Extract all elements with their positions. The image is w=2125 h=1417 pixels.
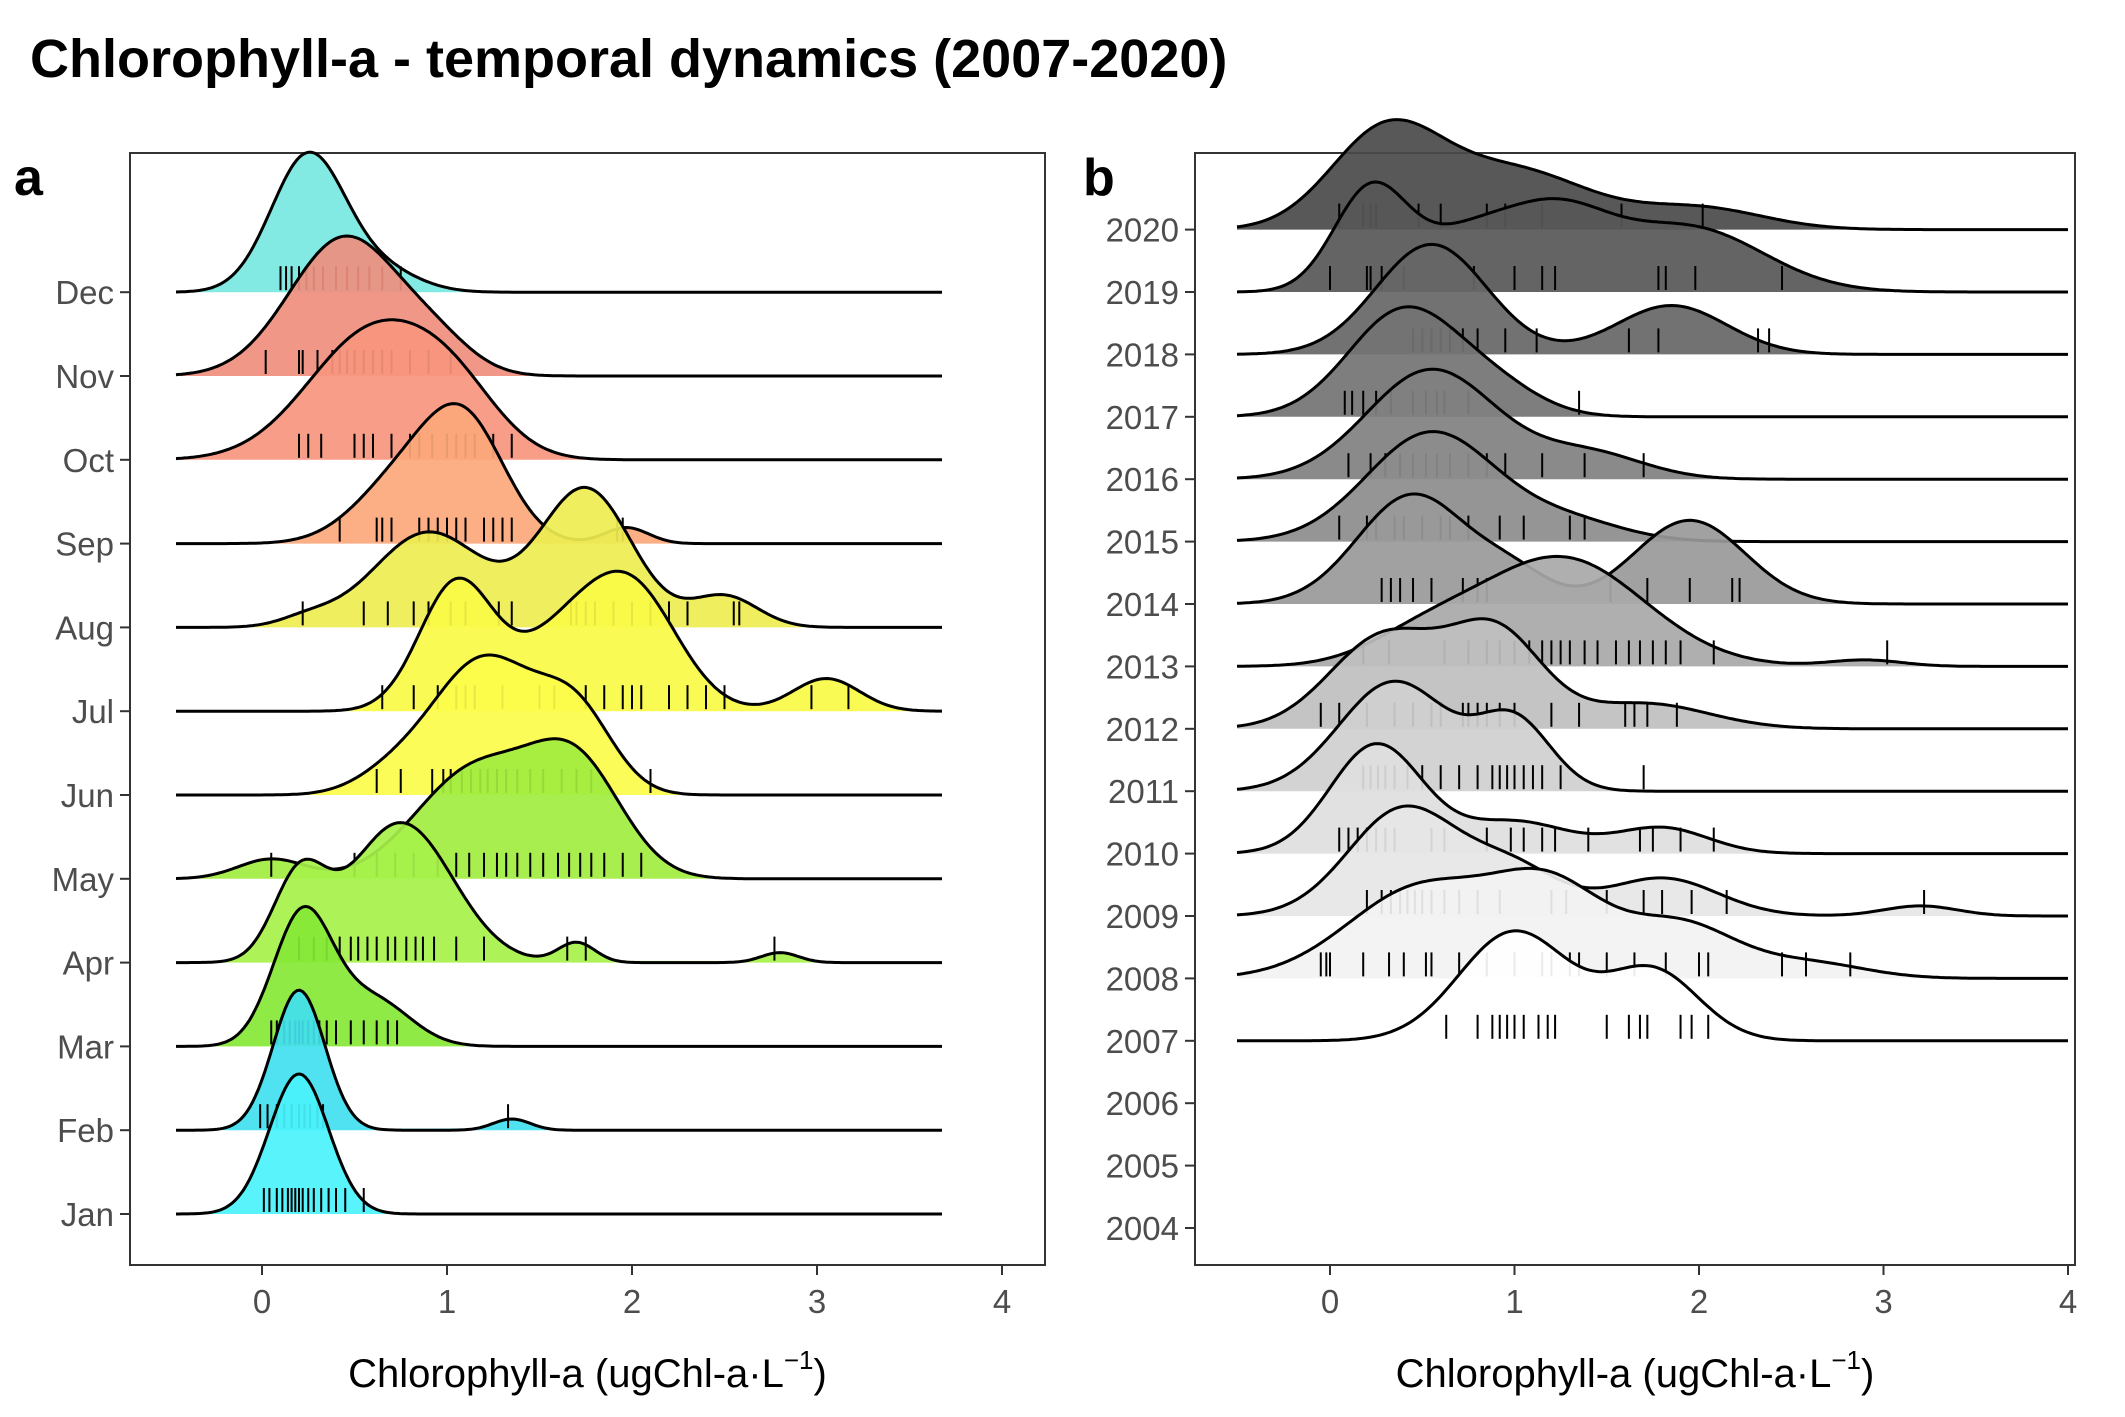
y-tick-label: Dec	[55, 274, 114, 311]
y-tick-label: Oct	[63, 442, 114, 479]
panel-tag: a	[14, 149, 44, 207]
plot-frame	[1194, 152, 2076, 1266]
ridge-line	[176, 988, 942, 1132]
x-tick-label: 2	[623, 1283, 641, 1320]
ridge-line	[1236, 180, 2068, 294]
ridge-line	[1236, 430, 2068, 544]
x-tick-label: 2	[1690, 1283, 1708, 1320]
ridge-fill	[1237, 431, 1701, 542]
y-tick-label: Jul	[72, 693, 114, 730]
y-tick-label: 2011	[1108, 773, 1179, 810]
y-tick-label: 2013	[1106, 648, 1179, 685]
ridge-fill	[1237, 681, 1621, 792]
x-tick-label: 0	[253, 1283, 271, 1320]
y-tick-label: 2004	[1106, 1210, 1179, 1247]
ridge-line	[1236, 492, 2068, 606]
panel-b: b200420052006200720082009201020112012201…	[1083, 118, 2077, 1396]
y-tick-label: May	[52, 861, 115, 898]
ridge-May	[175, 737, 942, 881]
ridge-line	[1236, 118, 2068, 232]
y-tick-label: 2014	[1106, 586, 1179, 623]
x-axis-title: Chlorophyll-a (ugChl-a·L−1)	[348, 1345, 827, 1396]
ridge-fill	[276, 403, 674, 544]
y-tick-label: 2020	[1106, 212, 1179, 249]
ridge-line	[176, 821, 942, 965]
ridge-line	[1236, 866, 2068, 980]
y-tick-label: 2017	[1106, 399, 1179, 436]
ridge-fill	[178, 319, 586, 460]
y-tick-label: 2018	[1106, 336, 1179, 373]
y-tick-label: Feb	[57, 1112, 114, 1149]
ridge-fill	[196, 152, 468, 293]
ridge-Jan	[176, 1072, 942, 1216]
y-tick-label: Sep	[55, 526, 114, 563]
ridge-fill	[223, 822, 816, 963]
ridge-line	[1236, 242, 2068, 356]
ridge-fill	[1246, 494, 1851, 604]
ridge-line	[175, 318, 942, 462]
y-tick-label: Nov	[55, 358, 114, 395]
panel-tag: b	[1083, 149, 1115, 207]
ridge-line	[176, 653, 942, 797]
y-tick-label: Jun	[61, 777, 114, 814]
ridge-line	[175, 150, 942, 294]
y-tick-label: Aug	[55, 609, 114, 646]
ridge-2019	[1236, 180, 2068, 294]
ridge-fill	[196, 738, 713, 879]
y-tick-label: 2008	[1106, 960, 1179, 997]
y-tick-label: 2019	[1106, 274, 1179, 311]
ridge-line	[1236, 305, 2068, 419]
ridge-line	[176, 904, 942, 1048]
ridge-line	[1236, 742, 2068, 856]
ridge-line	[1236, 804, 2068, 918]
y-tick-label: 2007	[1106, 1023, 1179, 1060]
ridge-line	[1236, 679, 2068, 793]
x-tick-label: 1	[438, 1283, 456, 1320]
ridge-line	[1236, 367, 2068, 481]
ridge-fill	[1237, 306, 1611, 417]
x-tick-label: 3	[1874, 1283, 1892, 1320]
ridge-Aug	[176, 485, 942, 629]
y-tick-label: 2010	[1106, 836, 1179, 873]
ridge-2007	[1237, 929, 2068, 1043]
y-tick-label: 2009	[1106, 898, 1179, 935]
ridge-fill	[214, 906, 471, 1047]
ridge-Dec	[175, 150, 942, 294]
y-tick-label: 2016	[1106, 461, 1179, 498]
x-axis-title: Chlorophyll-a (ugChl-a·L−1)	[1396, 1345, 1875, 1396]
y-tick-label: 2015	[1106, 524, 1179, 561]
y-tick-label: Jan	[61, 1196, 114, 1233]
x-tick-label: 3	[808, 1283, 826, 1320]
ridge-line	[175, 234, 942, 378]
page-title: Chlorophyll-a - temporal dynamics (2007-…	[30, 29, 1228, 89]
ridge-line	[1237, 929, 2068, 1043]
y-tick-label: Mar	[57, 1028, 114, 1065]
x-tick-label: 4	[993, 1283, 1011, 1320]
ridge-line	[176, 1072, 942, 1216]
y-tick-label: 2012	[1106, 711, 1179, 748]
y-tick-label: 2005	[1106, 1148, 1179, 1185]
panel-a: a Jan Feb Mar Apr May Jun Jul Aug Sep Oct Nov Dec 0 1 2…	[14, 149, 1046, 1396]
y-tick-label: 2006	[1106, 1085, 1179, 1122]
x-tick-label: 1	[1505, 1283, 1523, 1320]
y-tick-label: Apr	[63, 945, 114, 982]
x-tick-label: 4	[2059, 1283, 2077, 1320]
ridge-fill	[1237, 868, 1934, 979]
ridge-fill	[1348, 930, 1784, 1041]
x-tick-label: 0	[1321, 1283, 1339, 1320]
ridge-line	[176, 569, 942, 713]
ridge-line	[1236, 617, 2068, 731]
ridge-fill	[211, 1074, 389, 1214]
plot-frame	[129, 152, 1046, 1266]
